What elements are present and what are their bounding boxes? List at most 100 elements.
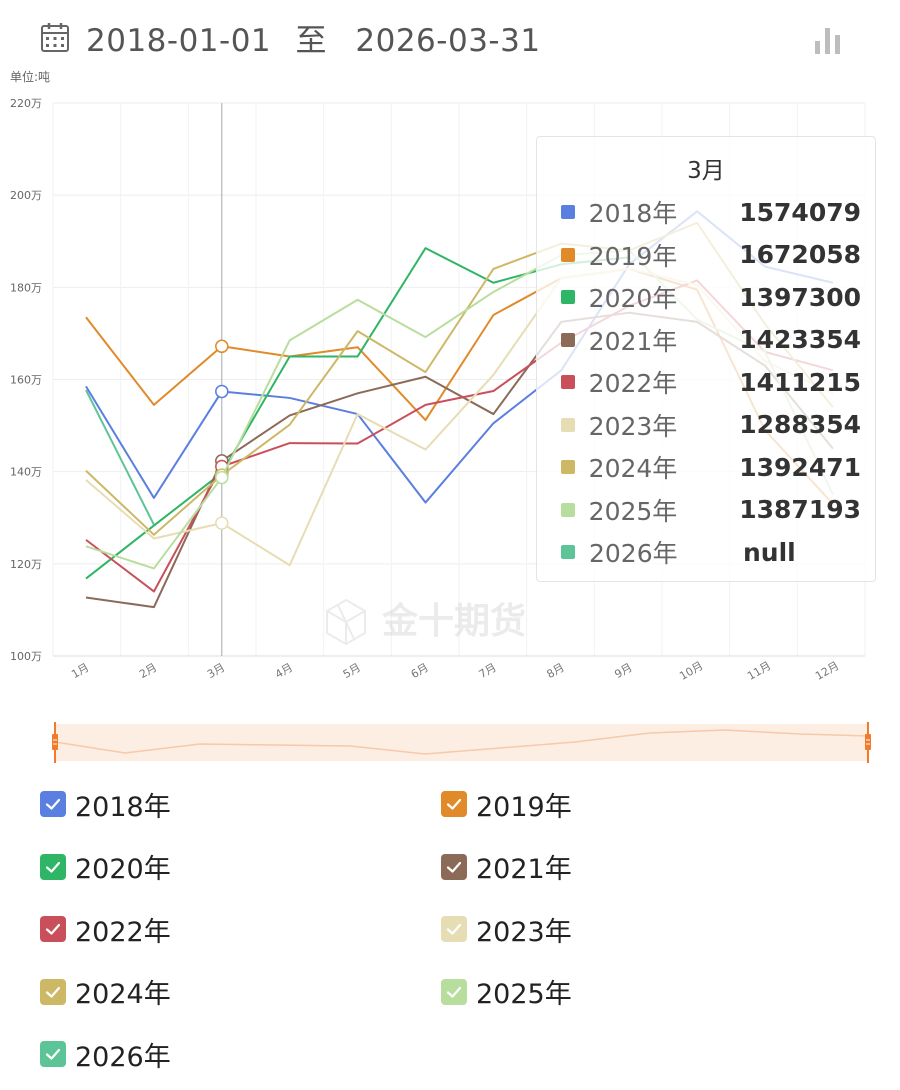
x-tick-label: 2月 — [137, 661, 159, 681]
check-icon — [446, 861, 462, 873]
check-icon — [446, 923, 462, 935]
tooltip-row: 2024年 1392471 — [561, 447, 861, 487]
x-tick-label: 12月 — [813, 659, 841, 683]
y-tick-label: 160万 — [10, 374, 42, 387]
legend-label: 2025年 — [476, 979, 572, 1010]
data-point — [215, 339, 229, 354]
tooltip-row: 2023年 1288354 — [561, 405, 861, 445]
legend-label: 2021年 — [476, 854, 572, 885]
y-tick-label: 180万 — [10, 281, 42, 294]
y-tick-label: 140万 — [10, 466, 42, 479]
date-range-header[interactable]: 2018-01-01 至 2026-03-31 — [40, 14, 541, 60]
date-range-text[interactable]: 2018-01-01 至 2026-03-31 — [86, 15, 541, 60]
check-icon — [446, 986, 462, 998]
tooltip-series-name: 2018年 — [588, 199, 678, 228]
legend-item-2020年[interactable]: 2020年 — [40, 849, 171, 885]
check-icon — [45, 923, 61, 935]
calendar-icon[interactable] — [40, 21, 70, 53]
legend-checkbox[interactable] — [40, 978, 66, 1005]
x-tick-label: 5月 — [341, 661, 363, 681]
legend-checkbox[interactable] — [441, 916, 467, 942]
tooltip-series-value: null — [743, 537, 796, 567]
tooltip-row: 2025年 1387193 — [561, 490, 861, 530]
unit-label: 单位:吨 — [10, 70, 51, 84]
legend-checkbox[interactable] — [40, 916, 66, 942]
x-tick-label: 7月 — [477, 661, 499, 681]
legend-label: 2024年 — [75, 979, 171, 1010]
tooltip-series-name: 2026年 — [589, 539, 678, 568]
series-color-swatch — [561, 332, 575, 347]
check-icon — [45, 798, 61, 810]
jin10-logo-icon — [326, 598, 366, 646]
legend-label: 2022年 — [75, 916, 171, 948]
legend-label: 2019年 — [476, 791, 572, 823]
tooltip-row: 2018年 1574079 — [561, 192, 861, 232]
check-icon — [45, 986, 61, 998]
tooltip-series-name: 2025年 — [588, 496, 678, 526]
y-tick-label: 200万 — [10, 189, 42, 202]
check-icon — [446, 798, 462, 810]
legend-checkbox[interactable] — [40, 791, 66, 817]
legend-label: 2018年 — [75, 791, 171, 823]
series-color-swatch — [561, 205, 575, 219]
chart-tooltip: 3月 2018年 1574079 2019年 1672058 2020年 1397300 2… — [536, 136, 876, 582]
x-tick-label: 9月 — [612, 661, 634, 681]
slider-handle-left[interactable] — [52, 722, 58, 763]
legend-checkbox[interactable] — [441, 978, 467, 1005]
date-separator: 至 — [295, 22, 328, 59]
tooltip-row: 2026年 null — [561, 532, 861, 572]
slider-handle-right[interactable] — [865, 722, 871, 763]
series-color-swatch — [561, 375, 575, 389]
tooltip-series-name: 2022年 — [588, 369, 678, 398]
x-tick-label: 6月 — [409, 661, 431, 681]
start-date: 2018-01-01 — [86, 22, 272, 59]
series-color-swatch — [561, 247, 575, 262]
x-tick-label: 11月 — [745, 659, 773, 683]
y-tick-label: 120万 — [10, 558, 42, 571]
tooltip-series-value: 1411215 — [739, 367, 861, 397]
legend-label: 2026年 — [75, 1041, 171, 1073]
legend-item-2019年[interactable]: 2019年 — [441, 786, 572, 823]
tooltip-series-value: 1397300 — [739, 282, 861, 312]
slider-preview — [55, 729, 868, 755]
legend-item-2024年[interactable]: 2024年 — [40, 974, 171, 1010]
watermark: 金十期货 — [326, 598, 526, 646]
x-tick-label: 10月 — [677, 659, 705, 683]
legend-item-2021年[interactable]: 2021年 — [441, 849, 572, 885]
legend-checkbox[interactable] — [40, 853, 66, 880]
data-zoom-slider[interactable] — [52, 722, 871, 763]
x-tick-label: 8月 — [545, 661, 567, 681]
tooltip-series-value: 1288354 — [739, 410, 861, 439]
tooltip-title: 3月 — [687, 158, 725, 184]
series-color-swatch — [561, 545, 575, 559]
tooltip-row: 2021年 1423354 — [561, 320, 861, 360]
series-color-swatch — [561, 502, 575, 517]
series-line — [85, 389, 155, 526]
check-icon — [45, 1048, 61, 1060]
bar-chart-icon[interactable] — [814, 24, 842, 54]
series-2026年 — [85, 389, 155, 526]
legend-item-2026年[interactable]: 2026年 — [40, 1036, 171, 1073]
tooltip-series-name: 2021年 — [588, 326, 678, 356]
series-color-swatch — [561, 290, 575, 304]
watermark-text: 金十期货 — [381, 600, 526, 642]
legend-checkbox[interactable] — [40, 1041, 66, 1067]
x-tick-label: 4月 — [273, 661, 295, 681]
x-tick-label: 1月 — [69, 661, 91, 681]
tooltip-series-value: 1392471 — [739, 452, 861, 482]
series-color-swatch — [561, 460, 575, 474]
legend-checkbox[interactable] — [441, 791, 467, 817]
legend-item-2018年[interactable]: 2018年 — [40, 786, 171, 823]
tooltip-row: 2019年 1672058 — [561, 235, 861, 275]
legend-label: 2023年 — [476, 916, 572, 948]
legend-label: 2020年 — [75, 854, 171, 885]
tooltip-series-name: 2023年 — [588, 411, 678, 441]
legend-checkbox[interactable] — [441, 853, 467, 880]
y-tick-label: 100万 — [10, 650, 42, 663]
legend-item-2025年[interactable]: 2025年 — [441, 974, 572, 1010]
tooltip-series-value: 1387193 — [739, 495, 861, 524]
data-point — [215, 470, 229, 485]
tooltip-row: 2020年 1397300 — [561, 277, 861, 317]
legend-item-2022年[interactable]: 2022年 — [40, 911, 171, 948]
legend-item-2023年[interactable]: 2023年 — [441, 911, 572, 948]
